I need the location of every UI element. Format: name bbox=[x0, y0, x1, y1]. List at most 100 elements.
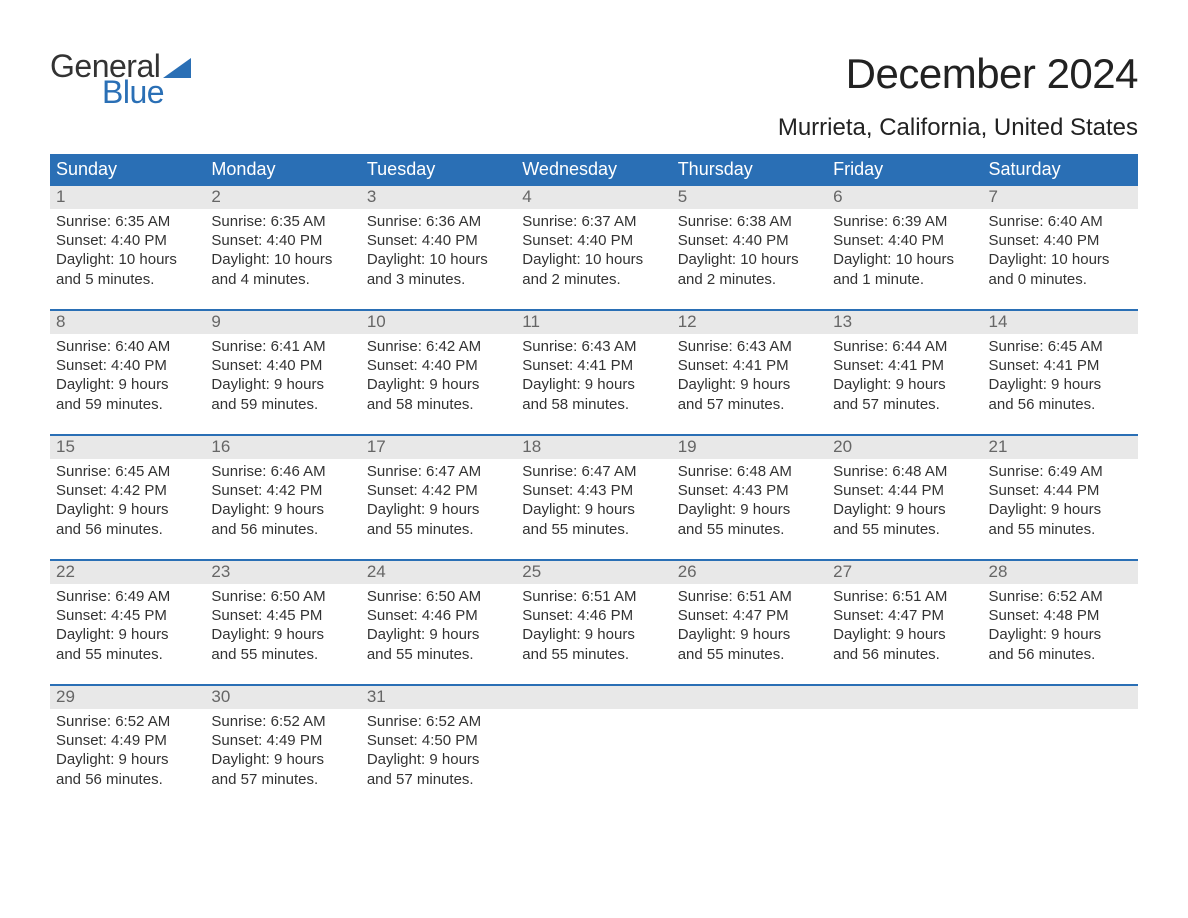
sunrise-text: Sunrise: 6:47 AM bbox=[522, 462, 665, 481]
sunset-text: Sunset: 4:45 PM bbox=[56, 606, 199, 625]
daylight-text-1: Daylight: 9 hours bbox=[367, 750, 510, 769]
sunset-text: Sunset: 4:46 PM bbox=[367, 606, 510, 625]
day-number: 19 bbox=[672, 436, 827, 459]
sunset-text: Sunset: 4:40 PM bbox=[678, 231, 821, 250]
sunset-text: Sunset: 4:40 PM bbox=[833, 231, 976, 250]
daylight-text-2: and 55 minutes. bbox=[678, 645, 821, 664]
daylight-text-2: and 56 minutes. bbox=[833, 645, 976, 664]
day-cell: Sunrise: 6:43 AMSunset: 4:41 PMDaylight:… bbox=[672, 334, 827, 434]
day-cell: Sunrise: 6:40 AMSunset: 4:40 PMDaylight:… bbox=[983, 209, 1138, 309]
daynum-strip: 15161718192021 bbox=[50, 436, 1138, 459]
daylight-text-2: and 55 minutes. bbox=[989, 520, 1132, 539]
weekday-label: Saturday bbox=[983, 154, 1138, 186]
sunrise-text: Sunrise: 6:45 AM bbox=[989, 337, 1132, 356]
day-cell: Sunrise: 6:45 AMSunset: 4:42 PMDaylight:… bbox=[50, 459, 205, 559]
month-title: December 2024 bbox=[778, 50, 1138, 98]
day-number: 15 bbox=[50, 436, 205, 459]
logo: General Blue bbox=[50, 50, 191, 108]
day-number: 3 bbox=[361, 186, 516, 209]
sunset-text: Sunset: 4:43 PM bbox=[522, 481, 665, 500]
day-cell: Sunrise: 6:51 AMSunset: 4:47 PMDaylight:… bbox=[672, 584, 827, 684]
day-bodies-strip: Sunrise: 6:45 AMSunset: 4:42 PMDaylight:… bbox=[50, 459, 1138, 559]
daylight-text-2: and 59 minutes. bbox=[211, 395, 354, 414]
sunset-text: Sunset: 4:44 PM bbox=[989, 481, 1132, 500]
flag-icon bbox=[163, 58, 191, 78]
daylight-text-1: Daylight: 10 hours bbox=[211, 250, 354, 269]
weekday-label: Sunday bbox=[50, 154, 205, 186]
day-cell: Sunrise: 6:45 AMSunset: 4:41 PMDaylight:… bbox=[983, 334, 1138, 434]
sunrise-text: Sunrise: 6:48 AM bbox=[833, 462, 976, 481]
sunrise-text: Sunrise: 6:50 AM bbox=[367, 587, 510, 606]
daylight-text-2: and 56 minutes. bbox=[56, 770, 199, 789]
day-number: 20 bbox=[827, 436, 982, 459]
sunrise-text: Sunrise: 6:52 AM bbox=[56, 712, 199, 731]
sunrise-text: Sunrise: 6:48 AM bbox=[678, 462, 821, 481]
sunset-text: Sunset: 4:48 PM bbox=[989, 606, 1132, 625]
weekday-label: Tuesday bbox=[361, 154, 516, 186]
day-cell: Sunrise: 6:52 AMSunset: 4:48 PMDaylight:… bbox=[983, 584, 1138, 684]
daylight-text-1: Daylight: 9 hours bbox=[56, 750, 199, 769]
sunset-text: Sunset: 4:43 PM bbox=[678, 481, 821, 500]
daylight-text-2: and 55 minutes. bbox=[833, 520, 976, 539]
daylight-text-2: and 56 minutes. bbox=[989, 645, 1132, 664]
day-number: 2 bbox=[205, 186, 360, 209]
daylight-text-2: and 4 minutes. bbox=[211, 270, 354, 289]
sunset-text: Sunset: 4:50 PM bbox=[367, 731, 510, 750]
sunset-text: Sunset: 4:41 PM bbox=[678, 356, 821, 375]
day-bodies-strip: Sunrise: 6:49 AMSunset: 4:45 PMDaylight:… bbox=[50, 584, 1138, 684]
daylight-text-1: Daylight: 9 hours bbox=[522, 375, 665, 394]
daylight-text-2: and 57 minutes. bbox=[833, 395, 976, 414]
sunrise-text: Sunrise: 6:40 AM bbox=[56, 337, 199, 356]
daylight-text-1: Daylight: 9 hours bbox=[522, 500, 665, 519]
day-bodies-strip: Sunrise: 6:40 AMSunset: 4:40 PM Daylight:… bbox=[50, 334, 1138, 434]
logo-word2: Blue bbox=[102, 76, 191, 108]
daylight-text-2: and 56 minutes. bbox=[211, 520, 354, 539]
day-number: 9 bbox=[205, 311, 360, 334]
sunrise-text: Sunrise: 6:39 AM bbox=[833, 212, 976, 231]
sunrise-text: Sunrise: 6:46 AM bbox=[211, 462, 354, 481]
sunset-text: Sunset: 4:41 PM bbox=[833, 356, 976, 375]
sunset-text: Sunset: 4:40 PM bbox=[367, 231, 510, 250]
sunset-text: Sunset: 4:47 PM bbox=[678, 606, 821, 625]
day-number: 13 bbox=[827, 311, 982, 334]
sunset-text: Sunset: 4:40 PM bbox=[56, 356, 199, 375]
day-number: 17 bbox=[361, 436, 516, 459]
daylight-text-1: Daylight: 9 hours bbox=[833, 500, 976, 519]
weeks-container: 1234567Sunrise: 6:35 AMSunset: 4:40 PMDa… bbox=[50, 186, 1138, 809]
daylight-text-2: and 55 minutes. bbox=[522, 645, 665, 664]
daylight-text-1: Daylight: 9 hours bbox=[678, 375, 821, 394]
weekday-header: Sunday Monday Tuesday Wednesday Thursday… bbox=[50, 154, 1138, 186]
sunrise-text: Sunrise: 6:52 AM bbox=[211, 712, 354, 731]
weekday-label: Friday bbox=[827, 154, 982, 186]
daylight-text-2: and 56 minutes. bbox=[56, 520, 199, 539]
sunrise-text: Sunrise: 6:52 AM bbox=[367, 712, 510, 731]
daylight-text-2: and 58 minutes. bbox=[522, 395, 665, 414]
daylight-text-2: and 57 minutes. bbox=[678, 395, 821, 414]
day-cell: Sunrise: 6:51 AMSunset: 4:47 PMDaylight:… bbox=[827, 584, 982, 684]
sunset-text: Sunset: 4:41 PM bbox=[522, 356, 665, 375]
sunset-text: Sunset: 4:40 PM bbox=[989, 231, 1132, 250]
daylight-text-2: and 0 minutes. bbox=[989, 270, 1132, 289]
day-bodies-strip: Sunrise: 6:35 AMSunset: 4:40 PMDaylight:… bbox=[50, 209, 1138, 309]
weekday-label: Monday bbox=[205, 154, 360, 186]
sunrise-text: Sunrise: 6:43 AM bbox=[522, 337, 665, 356]
sunrise-text: Sunrise: 6:51 AM bbox=[678, 587, 821, 606]
day-number: 12 bbox=[672, 311, 827, 334]
daylight-text-2: and 55 minutes. bbox=[367, 520, 510, 539]
daylight-text-1: Daylight: 9 hours bbox=[367, 375, 510, 394]
daylight-text-1: Daylight: 9 hours bbox=[56, 625, 199, 644]
sunrise-text: Sunrise: 6:44 AM bbox=[833, 337, 976, 356]
day-cell: Sunrise: 6:36 AMSunset: 4:40 PMDaylight:… bbox=[361, 209, 516, 309]
day-cell: Sunrise: 6:43 AMSunset: 4:41 PMDaylight:… bbox=[516, 334, 671, 434]
daylight-text-2: and 55 minutes. bbox=[367, 645, 510, 664]
day-bodies-strip: Sunrise: 6:52 AMSunset: 4:49 PMDaylight:… bbox=[50, 709, 1138, 809]
daylight-text-1: Daylight: 9 hours bbox=[833, 375, 976, 394]
day-cell: Sunrise: 6:47 AMSunset: 4:43 PMDaylight:… bbox=[516, 459, 671, 559]
location: Murrieta, California, United States bbox=[778, 114, 1138, 142]
daylight-text-1: Daylight: 9 hours bbox=[367, 500, 510, 519]
sunrise-text: Sunrise: 6:38 AM bbox=[678, 212, 821, 231]
sunrise-text: Sunrise: 6:50 AM bbox=[211, 587, 354, 606]
daylight-text-1: Daylight: 10 hours bbox=[678, 250, 821, 269]
day-number: 5 bbox=[672, 186, 827, 209]
day-number: 14 bbox=[983, 311, 1138, 334]
